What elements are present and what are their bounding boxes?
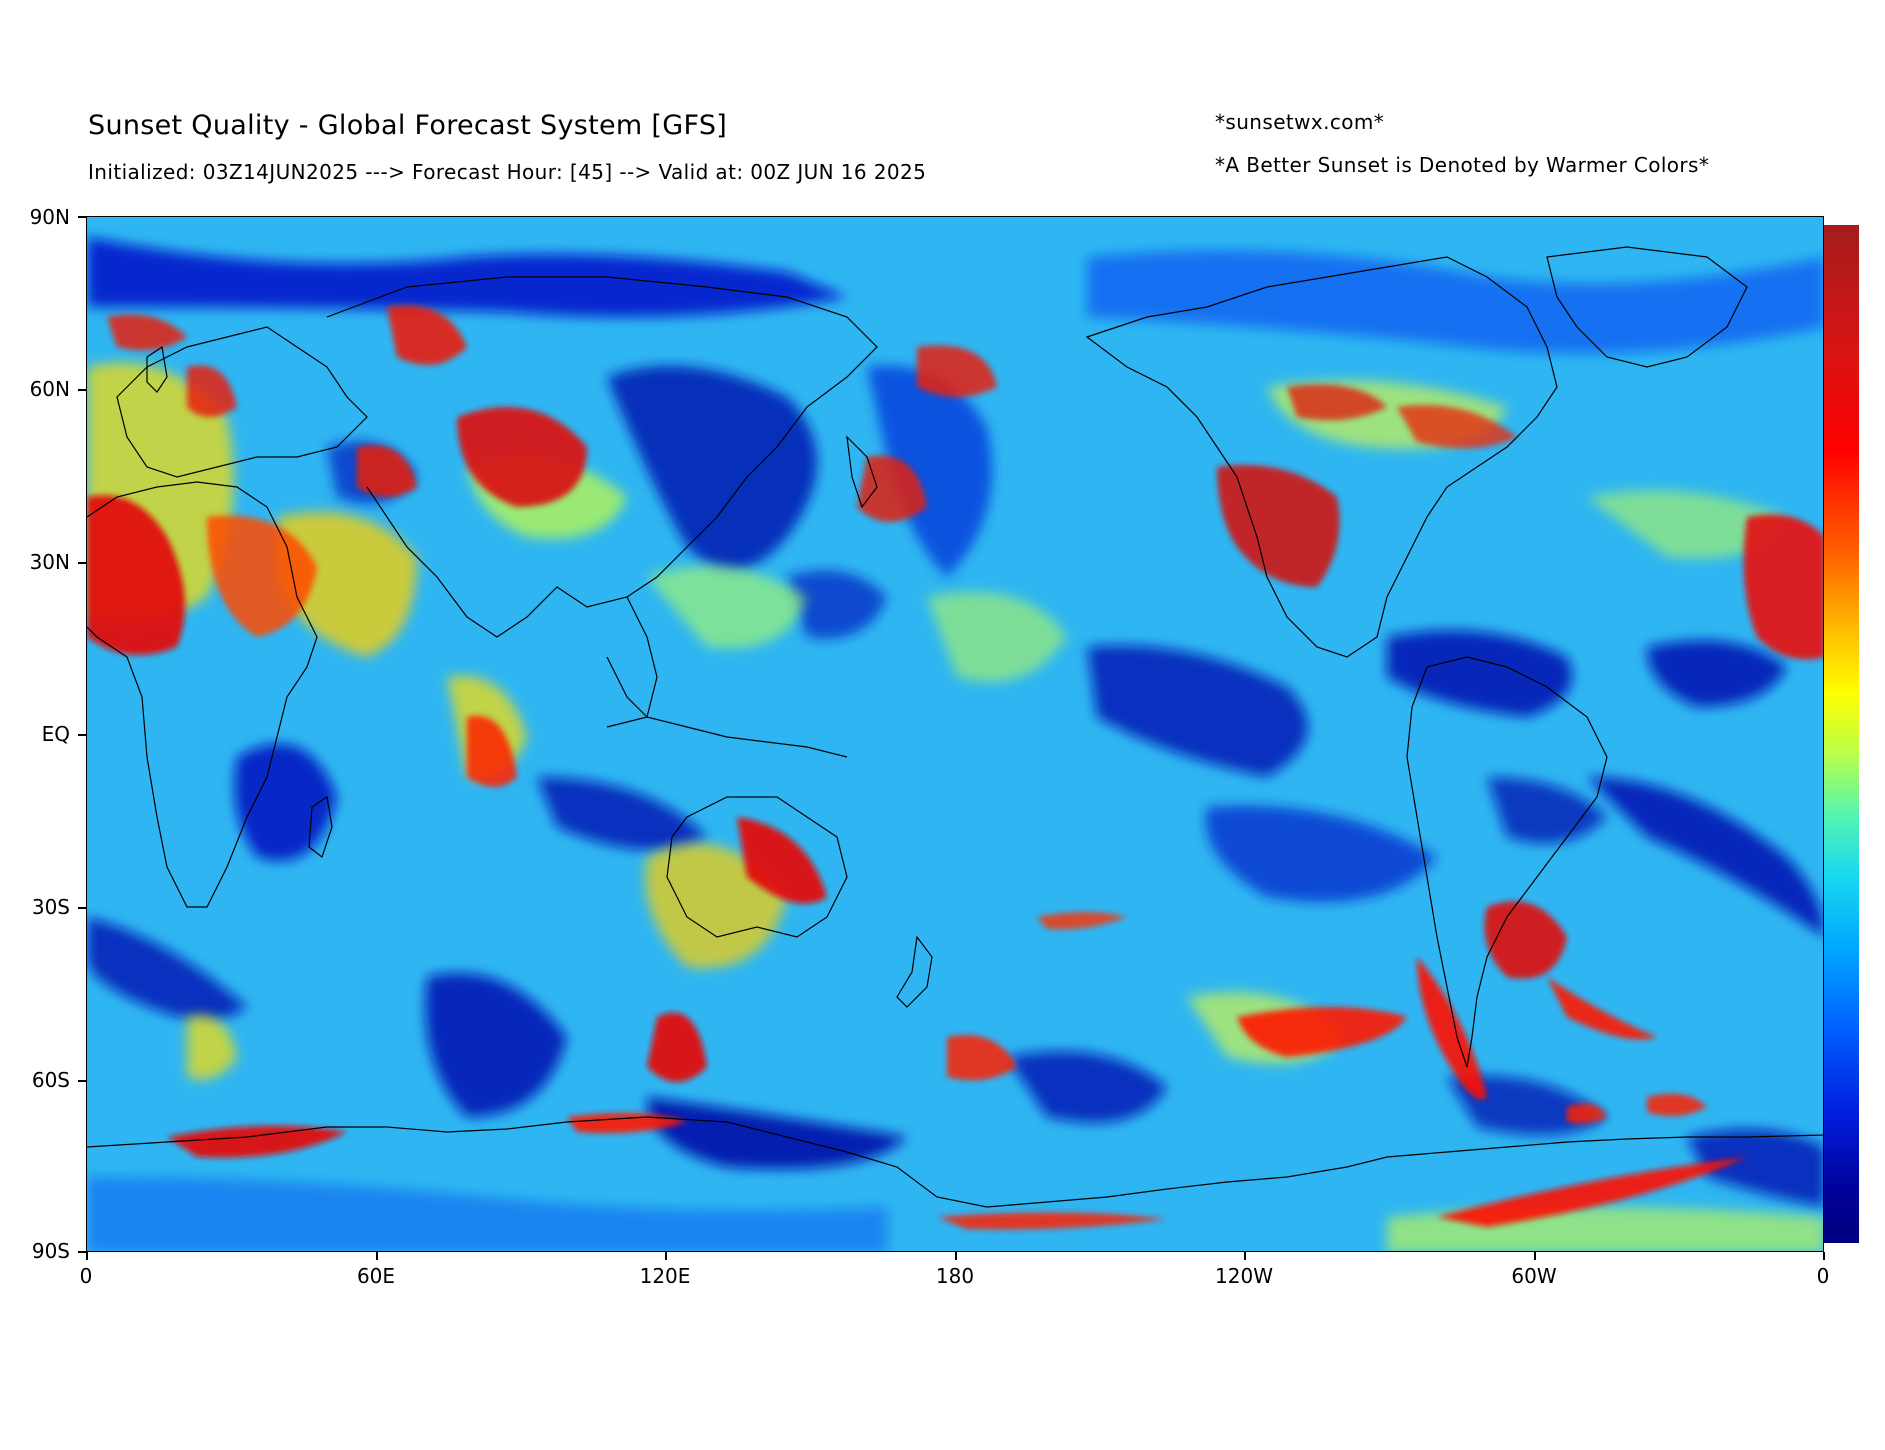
region-antarctic-coast-west [167, 1125, 347, 1158]
coastline-africa [87, 481, 318, 908]
coastline-madagascar [308, 795, 333, 858]
lat-label-90n: 90N [29, 205, 70, 229]
lon-tick-0-right [1823, 1252, 1825, 1260]
forecast-map [86, 216, 1824, 1252]
color-scale-bar [1824, 225, 1859, 1243]
coastlines [87, 246, 1823, 1208]
coastline-uk [146, 345, 168, 393]
lat-label-90s: 90S [31, 1239, 70, 1263]
lat-tick-60s [78, 1080, 86, 1082]
low-quality-regions [87, 237, 1823, 1251]
lon-tick-120w [1244, 1252, 1246, 1260]
lon-label-0-right: 0 [1816, 1264, 1830, 1288]
region-western-sahara-atlantic [1743, 514, 1823, 660]
coastline-antarctica [87, 1116, 1823, 1208]
colorscale-note: *A Better Sunset is Denoted by Warmer Co… [1215, 153, 1710, 177]
coastline-south-america [1406, 656, 1608, 1068]
region-central-asia [457, 407, 587, 507]
chart-title: Sunset Quality - Global Forecast System … [88, 110, 728, 141]
lat-label-60s: 60S [31, 1068, 70, 1092]
lon-label-0-left: 0 [79, 1264, 93, 1288]
lon-label-120w: 120W [1215, 1264, 1273, 1288]
lon-tick-180 [955, 1252, 957, 1260]
coastline-greenland [1546, 246, 1748, 368]
lon-tick-120e [665, 1252, 667, 1260]
coastline-new-zealand [896, 935, 933, 1008]
lon-label-180: 180 [935, 1264, 975, 1288]
high-quality-regions [87, 305, 1823, 1230]
lat-label-eq: EQ [41, 722, 70, 746]
coastline-north-america [1085, 256, 1558, 658]
lon-tick-0-left [86, 1252, 88, 1260]
coastline-japan [846, 435, 878, 509]
lat-label-30s: 30S [31, 895, 70, 919]
forecast-info: Initialized: 03Z14JUN2025 ---> Forecast … [88, 160, 927, 184]
lat-label-30n: 30N [29, 550, 70, 574]
coastline-europe [116, 326, 368, 478]
lat-tick-90s [78, 1251, 86, 1253]
coastline-indochina [606, 596, 658, 719]
lon-label-120e: 120E [639, 1264, 691, 1288]
region-western-us [1217, 465, 1340, 587]
region-sahara [207, 515, 317, 637]
coastline-australia [666, 796, 848, 938]
lat-tick-90n [78, 216, 86, 218]
lon-tick-60e [376, 1252, 378, 1260]
lat-tick-30s [78, 907, 86, 909]
lon-tick-60w [1534, 1252, 1536, 1260]
region-northern-australia [737, 817, 827, 904]
lat-tick-60n [78, 389, 86, 391]
forecast-field-svg [87, 217, 1823, 1251]
lat-tick-eq [78, 734, 86, 736]
credit-text: *sunsetwx.com* [1215, 110, 1385, 134]
lat-tick-30n [78, 562, 86, 564]
lat-label-60n: 60N [29, 377, 70, 401]
coastline-indonesia [606, 716, 848, 758]
lon-label-60e: 60E [356, 1264, 396, 1288]
lon-label-60w: 60W [1511, 1264, 1557, 1288]
region-west-africa [87, 495, 185, 655]
coastline-asia [326, 276, 878, 638]
